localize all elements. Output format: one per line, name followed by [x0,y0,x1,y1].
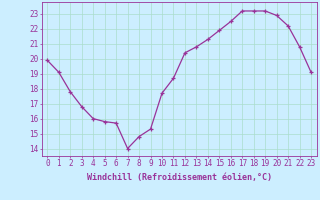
X-axis label: Windchill (Refroidissement éolien,°C): Windchill (Refroidissement éolien,°C) [87,173,272,182]
